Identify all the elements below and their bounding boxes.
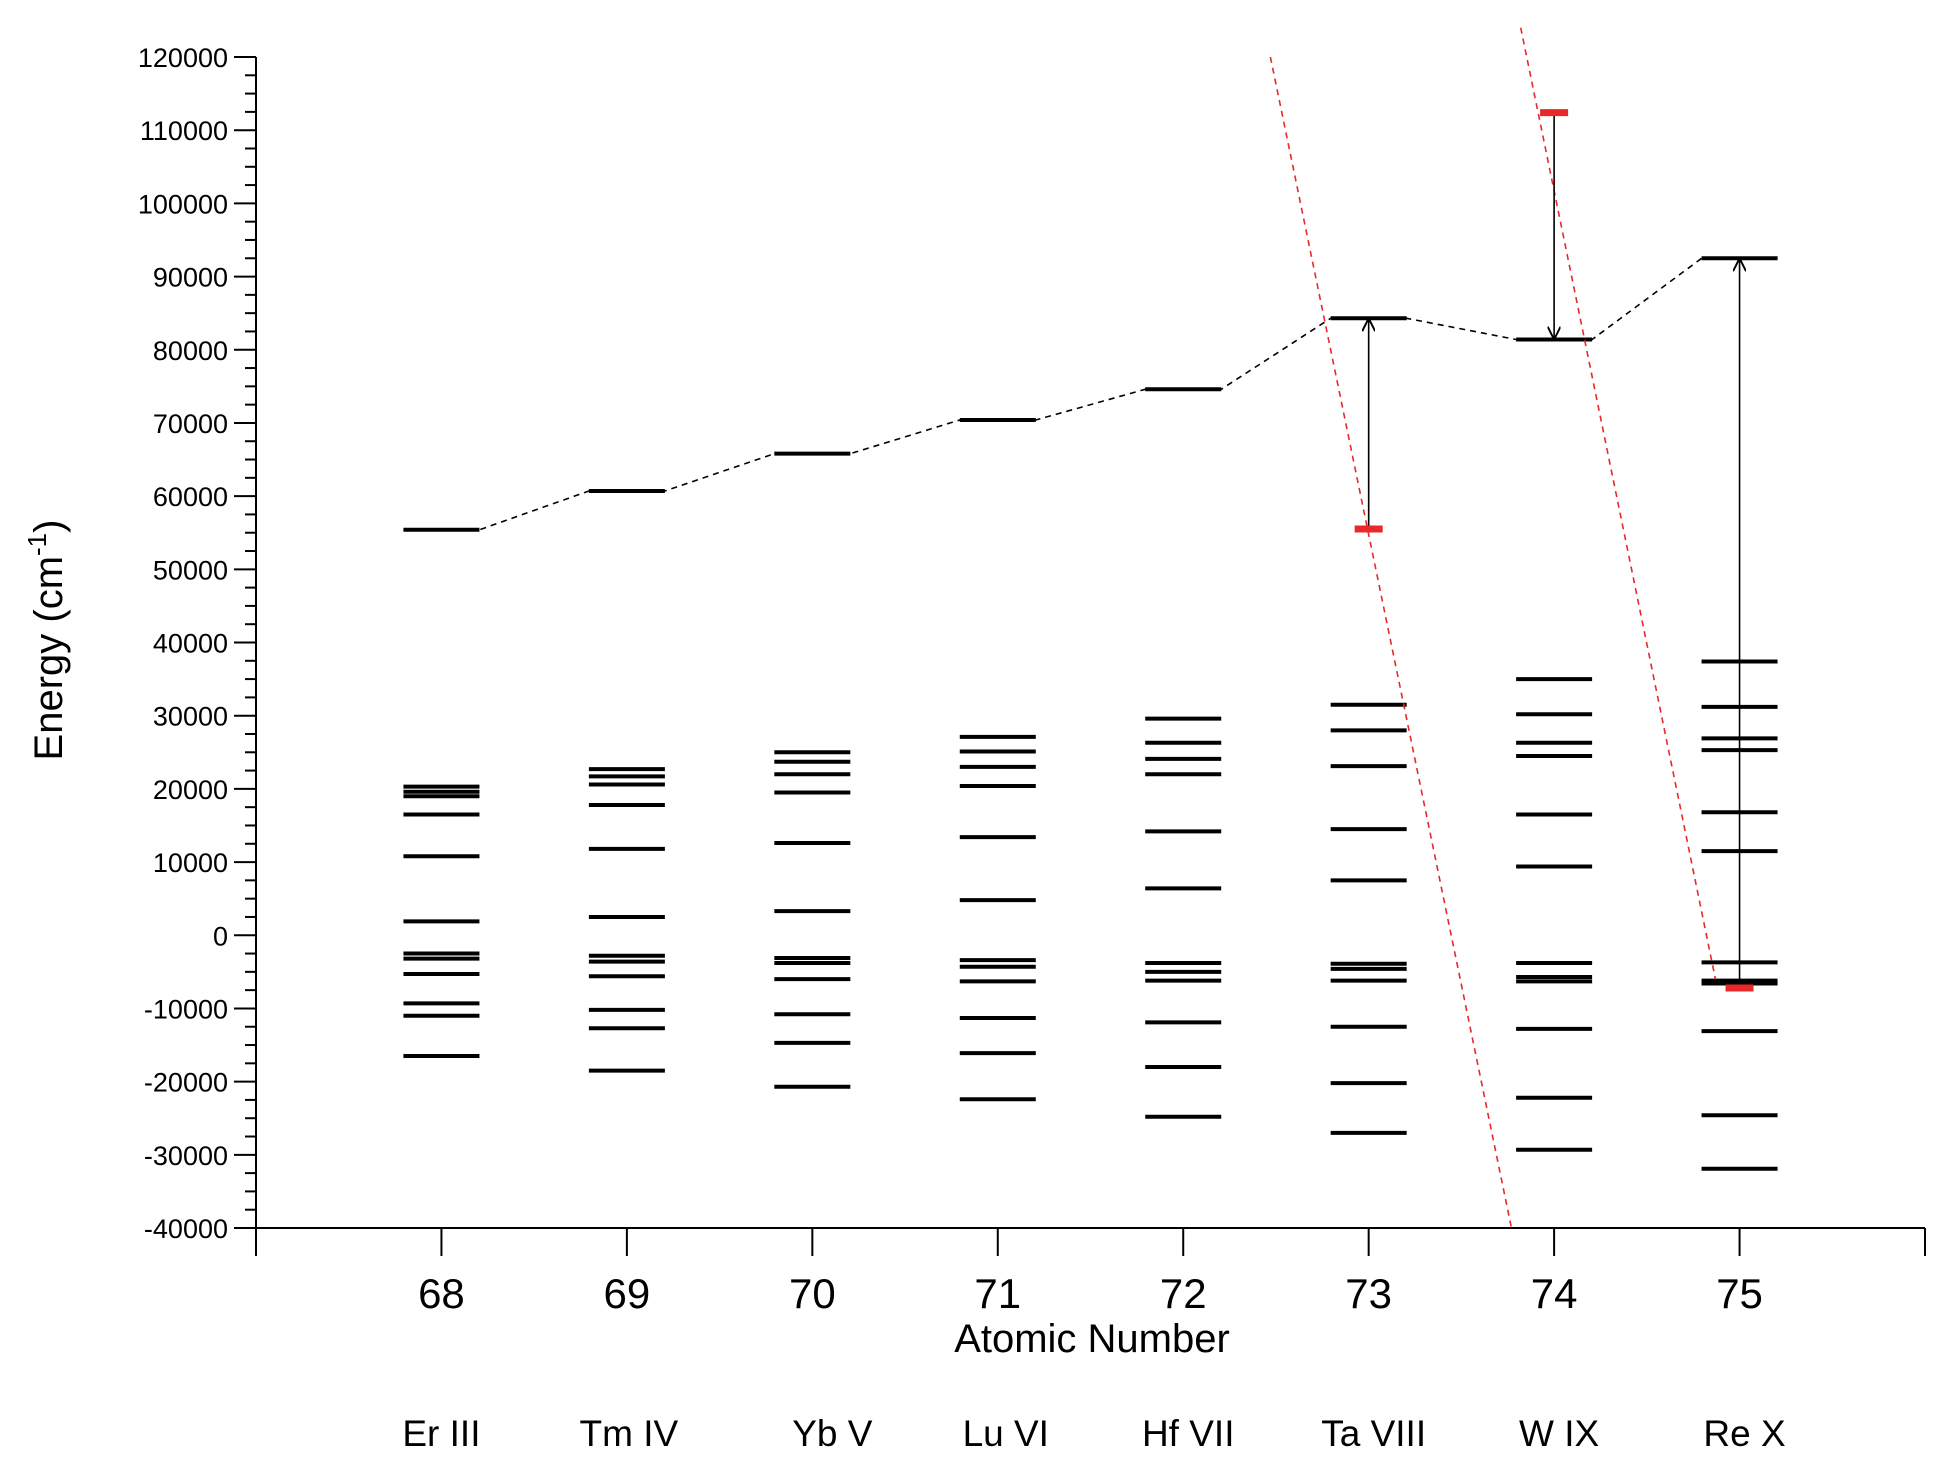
ion-label: Lu VI xyxy=(963,1413,1049,1454)
x-tick-label: 69 xyxy=(604,1270,651,1317)
x-axis-title: Atomic Number xyxy=(954,1317,1230,1361)
y-tick-label: 90000 xyxy=(153,263,228,293)
x-tick-label: 75 xyxy=(1716,1270,1763,1317)
y-tick-label: 60000 xyxy=(153,482,228,512)
x-tick-label: 68 xyxy=(418,1270,465,1317)
ion-label: Ta VIII xyxy=(1321,1413,1426,1454)
y-tick-label: -10000 xyxy=(144,994,228,1024)
upper-level-connector xyxy=(403,257,1778,531)
y-axis-title-close: ) xyxy=(27,520,71,533)
y-tick-label: 120000 xyxy=(138,43,228,73)
x-axis: 68 69 70 71 72 73 74 75 xyxy=(255,1227,1926,1317)
y-tick-label: -40000 xyxy=(144,1214,228,1244)
ion-label: Hf VII xyxy=(1142,1413,1235,1454)
y-tick-label: 70000 xyxy=(153,409,228,439)
ion-label: Re X xyxy=(1703,1413,1785,1454)
y-tick-label: 20000 xyxy=(153,775,228,805)
x-tick-label: 72 xyxy=(1160,1270,1207,1317)
y-tick-label: -30000 xyxy=(144,1141,228,1171)
ion-labels: Er III Tm IV Yb V Lu VI Hf VII Ta VIII W IX Re … xyxy=(402,1413,1785,1454)
y-axis: 1200001100001000009000080000700006000050… xyxy=(138,43,257,1244)
y-axis-title-superscript: -1 xyxy=(22,533,52,556)
ion-label: Tm IV xyxy=(580,1413,679,1454)
y-tick-label: 10000 xyxy=(153,848,228,878)
plot-lines xyxy=(403,27,1778,1229)
y-tick-label: 80000 xyxy=(153,336,228,366)
trend-line xyxy=(1269,56,1513,1229)
y-tick-label: 110000 xyxy=(140,116,228,146)
y-axis-title: Energy (cm-1) xyxy=(22,520,71,761)
y-tick-label: -20000 xyxy=(144,1068,228,1098)
x-tick-label: 73 xyxy=(1345,1270,1392,1317)
y-tick-label: 0 xyxy=(213,921,228,951)
x-tick-label: 74 xyxy=(1531,1270,1578,1317)
ion-label: W IX xyxy=(1519,1413,1599,1454)
ion-label: Er III xyxy=(402,1413,480,1454)
y-tick-label: 100000 xyxy=(138,189,228,219)
x-tick-label: 71 xyxy=(974,1270,1021,1317)
y-tick-label: 50000 xyxy=(153,555,228,585)
trend-line xyxy=(1519,27,1717,980)
ion-label: Yb V xyxy=(792,1413,873,1454)
y-tick-label: 40000 xyxy=(153,629,228,659)
x-tick-label: 70 xyxy=(789,1270,836,1317)
y-tick-label: 30000 xyxy=(153,702,228,732)
